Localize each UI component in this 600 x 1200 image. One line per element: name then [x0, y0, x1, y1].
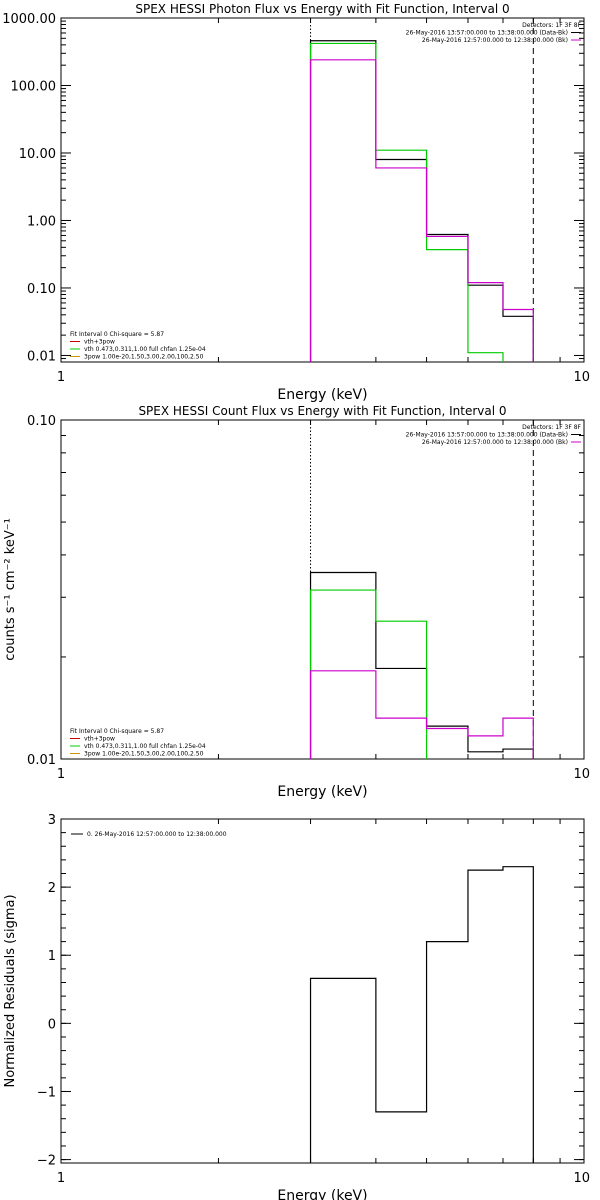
y-tick-label: 2 — [48, 881, 56, 896]
legend-entry: 26-May-2016 12:57:00.000 to 12:38:00.000… — [422, 37, 568, 44]
plot-frame — [60, 419, 585, 760]
x-tick-label: 1 — [57, 1171, 65, 1186]
x-axis-label: Energy (keV) — [277, 1188, 367, 1200]
y-tick-label: −1 — [37, 1085, 56, 1100]
legend-entry: 3pow 1.00e-20,1.50,3.00,2.00,100,2.50 — [84, 751, 204, 758]
y-tick-label: 0.01 — [27, 753, 56, 768]
legend-entry: Fit Interval 0 Chi-square = 5.87 — [70, 728, 164, 735]
y-tick-label: 1.00 — [27, 214, 56, 229]
y-tick-label: 100.00 — [11, 79, 57, 94]
legend-entry: vth 0.473,0.311,1.00 full chfan 1.25e-04 — [84, 743, 206, 750]
y-tick-label: 1000.00 — [2, 12, 56, 27]
series-2-line — [309, 42, 504, 362]
chart-panel-1: SPEX HESSI Photon Flux vs Energy with Fi… — [2, 2, 590, 403]
y-tick-label: 3 — [48, 813, 56, 828]
legend-entry: Detectors: 1F 3F 8F — [522, 424, 581, 431]
y-tick-label: 0.10 — [27, 282, 56, 297]
legend-entry: 3pow 1.00e-20,1.50,3.00,2.00,100,2.50 — [84, 354, 204, 361]
x-tick-label: 10 — [573, 370, 590, 385]
legend-entry: vth+3pow — [84, 736, 115, 743]
series-2-line — [309, 589, 428, 759]
x-tick-label: 1 — [57, 370, 65, 385]
chart-panel-2: SPEX HESSI Count Flux vs Energy with Fit… — [3, 404, 590, 800]
series-1-line — [309, 571, 534, 759]
y-axis-label: counts s⁻¹ cm⁻² keV⁻¹ — [3, 518, 18, 661]
series-3-line — [309, 670, 534, 759]
plot-frame — [60, 17, 585, 363]
x-tick-label: 10 — [573, 767, 590, 782]
series-3-line — [309, 59, 534, 362]
legend-entry: vth 0.473,0.311,1.00 full chfan 1.25e-04 — [84, 346, 206, 353]
legend-entry: 26-May-2016 13:57:00.000 to 13:38:00.000… — [406, 30, 568, 37]
y-tick-label: 1 — [48, 949, 56, 964]
x-axis-label: Energy (keV) — [277, 387, 367, 403]
series-1-line — [309, 40, 534, 362]
legend-entry: Fit Interval 0 Chi-square = 5.87 — [70, 331, 164, 338]
legend-entry: Detectors: 1F 3F 8F — [522, 22, 581, 29]
legend-entry: 26-May-2016 13:57:00.000 to 13:38:00.000… — [406, 432, 568, 439]
y-tick-label: 10.00 — [19, 147, 56, 162]
chart-title: SPEX HESSI Count Flux vs Energy with Fit… — [138, 404, 506, 418]
x-tick-label: 10 — [573, 1171, 590, 1186]
chart-title: SPEX HESSI Photon Flux vs Energy with Fi… — [135, 2, 509, 16]
y-tick-label: 0 — [48, 1017, 56, 1032]
legend-entry: 26-May-2016 12:57:00.000 to 12:38:00.000… — [422, 439, 568, 446]
y-tick-label: −2 — [37, 1154, 56, 1169]
plot-frame — [60, 818, 585, 1164]
y-tick-label: 0.01 — [27, 349, 56, 364]
x-axis-label: Energy (keV) — [277, 784, 367, 800]
legend-entry: 0. 26-May-2016 12:57:00.000 to 12:38:00.… — [87, 831, 227, 838]
x-tick-label: 1 — [57, 767, 65, 782]
y-tick-label: 0.10 — [27, 414, 56, 429]
y-axis-label: Normalized Residuals (sigma) — [3, 894, 18, 1087]
legend-entry: vth+3pow — [84, 339, 115, 346]
chart-panel-3: Energy (keV) Normalized Residuals (sigma)… — [3, 813, 590, 1200]
series-1-line — [309, 866, 534, 1163]
